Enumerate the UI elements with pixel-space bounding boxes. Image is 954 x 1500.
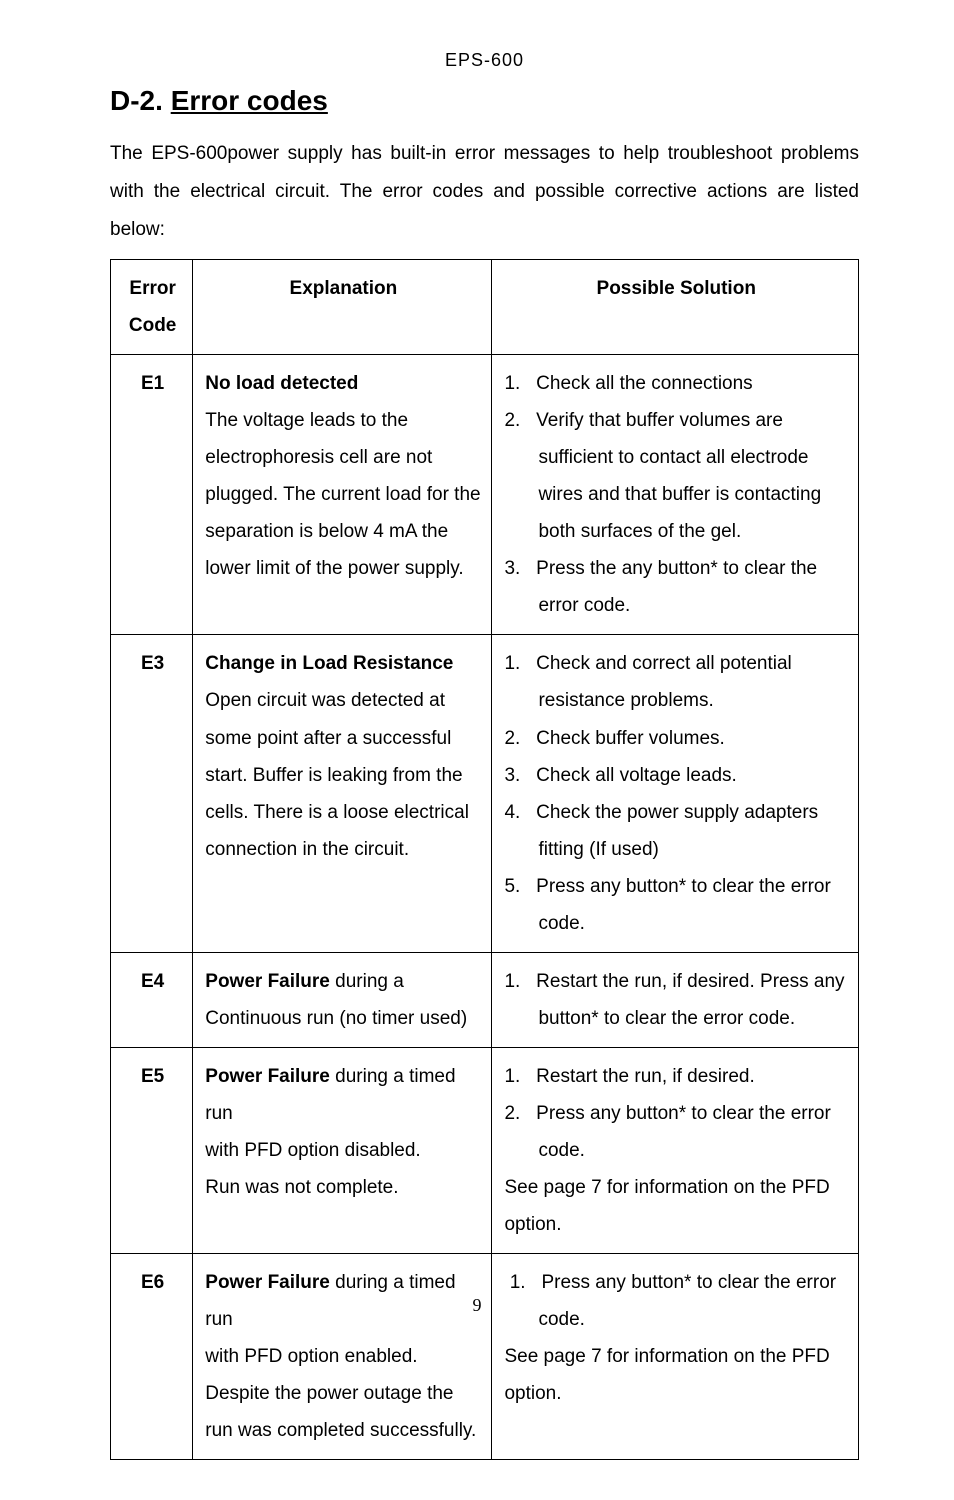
page: EPS-600 D-2. Error codes The EPS-600powe… <box>0 0 954 1500</box>
list-text: Restart the run, if desired. Press any b… <box>536 971 844 1029</box>
intro-line2: electrical circuit. The error codes and … <box>110 181 859 240</box>
table-row: E4 Power Failure during a Continuous run… <box>111 952 859 1047</box>
explanation-line2: with PFD option disabled. <box>205 1140 420 1161</box>
list-num: 2. <box>504 410 520 431</box>
explanation-bold: No load detected <box>205 373 358 394</box>
explanation-bold: Power Failure <box>205 1066 330 1087</box>
solution-note: See page 7 for information on the PFD op… <box>504 1169 848 1243</box>
table-row: E6 Power Failure during a timed run with… <box>111 1254 859 1460</box>
list-num: 1. <box>504 653 520 674</box>
section-title: D-2. Error codes <box>110 85 859 117</box>
table-header-row: Error Code Explanation Possible Solution <box>111 260 859 355</box>
list-text: Check and correct all potential resistan… <box>536 653 792 711</box>
list-text: Restart the run, if desired. <box>536 1066 755 1087</box>
explanation-bold: Change in Load Resistance <box>205 653 453 674</box>
solution-cell-e4: 1. Restart the run, if desired. Press an… <box>492 952 859 1047</box>
header-solution: Possible Solution <box>492 260 859 355</box>
list-num: 1. <box>504 971 520 992</box>
list-text: Press any button* to clear the error cod… <box>536 876 831 934</box>
explanation-cell-e3: Change in Load Resistance Open circuit w… <box>193 635 492 952</box>
explanation-line3: Run was not complete. <box>205 1177 398 1198</box>
list-num: 2. <box>504 1103 520 1124</box>
error-codes-table: Error Code Explanation Possible Solution… <box>110 259 859 1460</box>
list-text: Press the any button* to clear the error… <box>536 558 817 616</box>
list-num: 1. <box>504 1066 520 1087</box>
table-row: E1 No load detected The voltage leads to… <box>111 355 859 635</box>
list-num: 3. <box>504 765 520 786</box>
solution-cell-e3: 1. Check and correct all potential resis… <box>492 635 859 952</box>
code-cell-e6: E6 <box>111 1254 193 1460</box>
list-text: Check the power supply adapters fitting … <box>536 802 818 860</box>
solution-note: See page 7 for information on the PFD op… <box>504 1338 848 1412</box>
table-row: E5 Power Failure during a timed run with… <box>111 1047 859 1253</box>
explanation-cell-e6: Power Failure during a timed run with PF… <box>193 1254 492 1460</box>
list-text: Press any button* to clear the error cod… <box>536 1103 831 1161</box>
list-item: 3. Check all voltage leads. <box>504 757 848 794</box>
header-explanation: Explanation <box>193 260 492 355</box>
list-item: 5. Press any button* to clear the error … <box>504 868 848 942</box>
header-code: Error Code <box>111 260 193 355</box>
code-cell-e5: E5 <box>111 1047 193 1253</box>
solution-cell-e6: 1. Press any button* to clear the error … <box>492 1254 859 1460</box>
list-num: 5. <box>504 876 520 897</box>
list-item: 1. Restart the run, if desired. <box>504 1058 848 1095</box>
running-header: EPS-600 <box>110 50 859 71</box>
list-item: 4. Check the power supply adapters fitti… <box>504 794 848 868</box>
explanation-bold: Power Failure <box>205 1272 330 1293</box>
explanation-line3: Despite the power outage the run was com… <box>205 1383 476 1441</box>
list-item: 2. Verify that buffer volumes are suffic… <box>504 402 848 550</box>
explanation-inline-rest: during a <box>330 971 404 992</box>
header-code-l1: Error <box>129 278 175 299</box>
explanation-text: The voltage leads to the electrophoresis… <box>205 410 480 579</box>
page-number: 9 <box>0 1295 954 1316</box>
list-text: Check all voltage leads. <box>536 765 737 786</box>
code-cell-e1: E1 <box>111 355 193 635</box>
explanation-cell-e5: Power Failure during a timed run with PF… <box>193 1047 492 1253</box>
solution-cell-e1: 1. Check all the connections 2. Verify t… <box>492 355 859 635</box>
section-number: D-2. <box>110 85 163 116</box>
list-text: Check buffer volumes. <box>536 728 725 749</box>
explanation-line2: with PFD option enabled. <box>205 1346 417 1367</box>
list-item: 2. Press any button* to clear the error … <box>504 1095 848 1169</box>
list-num: 1. <box>510 1272 526 1293</box>
solution-cell-e5: 1. Restart the run, if desired. 2. Press… <box>492 1047 859 1253</box>
section-title-text: Error codes <box>171 85 328 116</box>
explanation-cell-e4: Power Failure during a Continuous run (n… <box>193 952 492 1047</box>
explanation-bold: Power Failure <box>205 971 330 992</box>
table-row: E3 Change in Load Resistance Open circui… <box>111 635 859 952</box>
list-item: 1. Restart the run, if desired. Press an… <box>504 963 848 1037</box>
code-cell-e4: E4 <box>111 952 193 1047</box>
intro-paragraph: The EPS-600power supply has built-in err… <box>110 135 859 249</box>
list-num: 2. <box>504 728 520 749</box>
code-cell-e3: E3 <box>111 635 193 952</box>
header-code-l2: Code <box>129 315 177 336</box>
list-item: 1. Check and correct all potential resis… <box>504 645 848 719</box>
list-text: Verify that buffer volumes are sufficien… <box>536 410 821 542</box>
list-num: 4. <box>504 802 520 823</box>
list-num: 3. <box>504 558 520 579</box>
list-num: 1. <box>504 373 520 394</box>
explanation-text: Open circuit was detected at some point … <box>205 690 469 859</box>
list-item: 2. Check buffer volumes. <box>504 720 848 757</box>
list-text: Check all the connections <box>536 373 753 394</box>
explanation-cell-e1: No load detected The voltage leads to th… <box>193 355 492 635</box>
list-item: 3. Press the any button* to clear the er… <box>504 550 848 624</box>
explanation-line2: Continuous run (no timer used) <box>205 1008 467 1029</box>
list-item: 1. Check all the connections <box>504 365 848 402</box>
